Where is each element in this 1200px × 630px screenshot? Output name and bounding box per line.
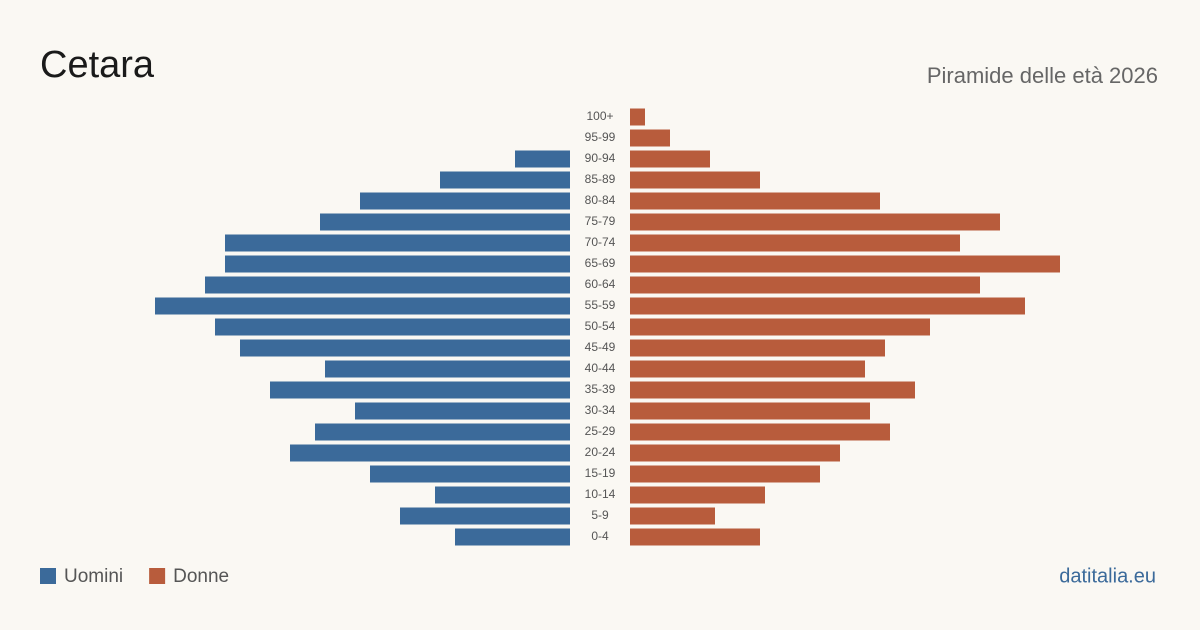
bar [455,528,570,546]
bar [630,339,885,357]
age-label: 55-59 [585,298,616,312]
age-label: 95-99 [585,130,616,144]
age-label: 40-44 [585,361,616,375]
bar [630,381,915,399]
bar [440,171,570,189]
legend-swatch [149,568,166,584]
bar [630,234,960,252]
age-label: 15-19 [585,466,616,480]
bar [630,255,1060,273]
age-label: 45-49 [585,340,616,354]
bar [435,486,570,504]
bar [630,150,710,168]
bar [630,192,880,210]
bar [215,318,570,336]
bar [515,150,570,168]
bar [630,108,645,126]
bar [320,213,570,231]
bar [630,213,1000,231]
age-label: 30-34 [585,403,616,417]
age-label: 50-54 [585,319,616,333]
age-label: 70-74 [585,235,616,249]
bar [315,423,570,441]
age-label: 85-89 [585,172,616,186]
chart-subtitle: Piramide delle età 2026 [927,63,1158,88]
bar [630,465,820,483]
bar [630,360,865,378]
age-label: 75-79 [585,214,616,228]
legend-label: Donne [173,566,229,587]
bar [240,339,570,357]
age-label: 90-94 [585,151,616,165]
age-label: 60-64 [585,277,616,291]
age-label: 25-29 [585,424,616,438]
age-label: 65-69 [585,256,616,270]
bar [270,381,570,399]
bar [225,234,570,252]
legend-label: Uomini [64,566,123,587]
bar [290,444,570,462]
chart-title: Cetara [40,44,155,86]
bar [360,192,570,210]
source: datitalia.eu [1059,565,1156,587]
bar [630,129,670,147]
age-label: 0-4 [591,529,609,543]
age-label: 100+ [586,109,613,123]
bar [630,318,930,336]
bar [630,276,980,294]
bar [355,402,570,420]
age-label: 80-84 [585,193,616,207]
bar [630,423,890,441]
bar [155,297,570,315]
bar [205,276,570,294]
bar [400,507,570,525]
age-label: 5-9 [591,508,609,522]
bar [325,360,570,378]
bar [630,171,760,189]
bar [630,507,715,525]
bar [630,528,760,546]
bar [630,402,870,420]
age-label: 10-14 [585,487,616,501]
bar [630,486,765,504]
legend-swatch [40,568,56,584]
bar [225,255,570,273]
age-label: 35-39 [585,382,616,396]
bar [630,444,840,462]
bar [370,465,570,483]
bar [630,297,1025,315]
age-label: 20-24 [585,445,616,459]
